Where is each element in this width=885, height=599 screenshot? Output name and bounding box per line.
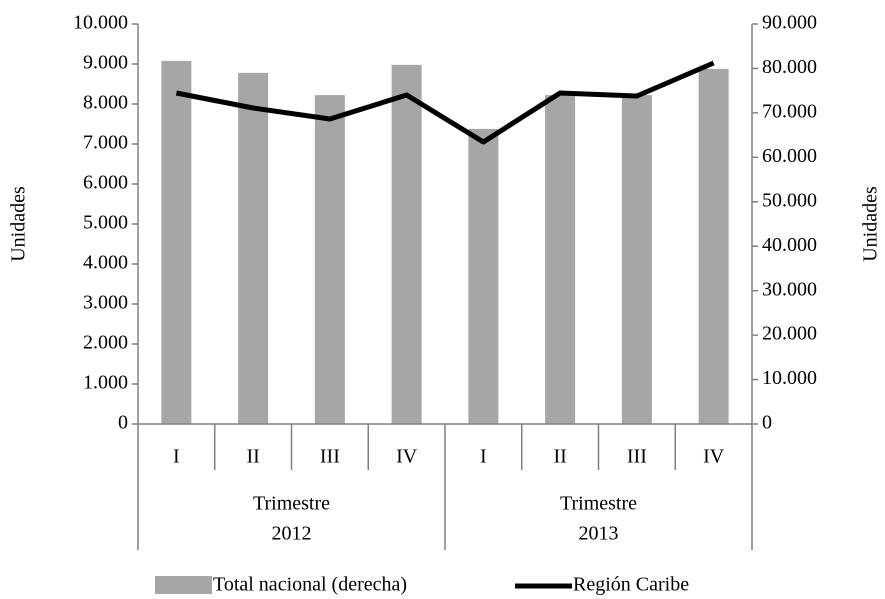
bar (698, 68, 729, 424)
y2-tick-label: 30.000 (762, 278, 817, 300)
y-tick-label: 9.000 (83, 52, 128, 74)
y2-tick-label: 10.000 (762, 367, 817, 389)
y-axis-label: Unidades (8, 186, 30, 262)
bar (391, 64, 422, 424)
legend-swatch (155, 576, 212, 594)
bar (621, 95, 652, 424)
y-tick-label: 4.000 (83, 252, 128, 274)
y2-tick-label: 80.000 (762, 56, 817, 78)
x-tick-label: II (246, 446, 259, 468)
group-label: 2012 (272, 523, 312, 545)
y-tick-label: 3.000 (83, 292, 128, 314)
y-tick-label: 1.000 (83, 372, 128, 394)
x-tick-label: II (553, 446, 566, 468)
bar (545, 95, 576, 424)
y2-tick-label: 50.000 (762, 189, 817, 211)
bar (161, 60, 192, 425)
y2-tick-label: 70.000 (762, 100, 817, 122)
x-tick-label: IV (396, 446, 418, 468)
x-tick-label: I (173, 446, 180, 468)
line (175, 60, 715, 145)
legend-label: Región Caribe (573, 574, 689, 596)
y-tick-label: 5.000 (83, 212, 128, 234)
x-tick-label: I (480, 446, 487, 468)
x-tick-label: III (320, 446, 340, 468)
group-label: 2013 (579, 523, 619, 545)
y-tick-label: 10.000 (73, 12, 128, 34)
y-tick-label: 0 (118, 412, 128, 434)
y2-axis-label: Unidades (860, 186, 882, 262)
y2-tick-label: 40.000 (762, 234, 817, 256)
y-tick-label: 6.000 (83, 172, 128, 194)
bar (238, 72, 269, 424)
x-tick-label: III (627, 446, 647, 468)
x-tick-label: IV (703, 446, 725, 468)
bar (314, 95, 345, 424)
bar (468, 128, 499, 424)
y-tick-label: 8.000 (83, 92, 128, 114)
y-tick-label: 2.000 (83, 332, 128, 354)
y2-tick-label: 60.000 (762, 145, 817, 167)
group-label: Trimestre (253, 493, 330, 515)
group-label: Trimestre (560, 493, 637, 515)
y2-tick-label: 90.000 (762, 12, 817, 34)
legend-label: Total nacional (derecha) (213, 574, 407, 596)
y2-tick-label: 0 (762, 412, 772, 434)
y2-tick-label: 20.000 (762, 323, 817, 345)
y-tick-label: 7.000 (83, 132, 128, 154)
